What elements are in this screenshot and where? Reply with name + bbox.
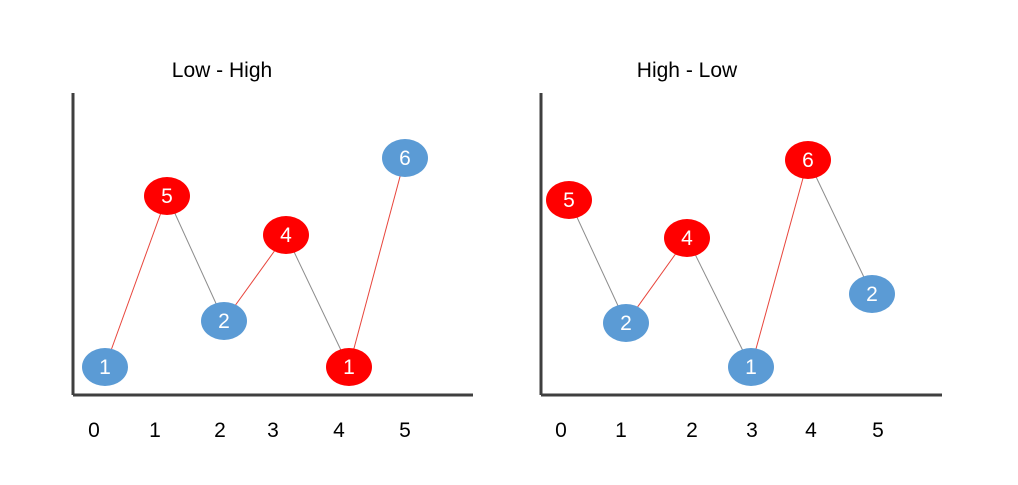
node-circle xyxy=(326,348,372,386)
node-label: 1 xyxy=(343,356,355,379)
node-circle xyxy=(849,275,895,313)
node-label: 5 xyxy=(563,189,575,212)
node-label: 6 xyxy=(802,149,814,172)
node-circle xyxy=(785,141,831,179)
node: 6 xyxy=(785,141,831,179)
x-tick-label: 3 xyxy=(267,419,279,442)
node: 4 xyxy=(664,219,710,257)
x-tick-label: 2 xyxy=(686,419,698,442)
edge xyxy=(686,237,752,368)
node: 1 xyxy=(728,348,774,386)
x-tick-label: 0 xyxy=(555,419,567,442)
node-circle xyxy=(603,304,649,342)
panel-high-low: High - Low 5 2 4 1 6 2 0 1 2 3 4 5 xyxy=(539,59,942,442)
node-label: 1 xyxy=(99,356,111,379)
x-tick-label: 1 xyxy=(615,419,627,442)
node-label: 6 xyxy=(399,147,411,170)
node: 1 xyxy=(326,348,372,386)
x-tick-label: 5 xyxy=(872,419,884,442)
node: 2 xyxy=(201,302,247,340)
edge xyxy=(166,195,225,322)
nodes: 5 2 4 1 6 2 xyxy=(546,141,895,386)
node: 4 xyxy=(263,216,309,254)
node: 5 xyxy=(546,181,592,219)
x-tick-label: 0 xyxy=(88,419,100,442)
node: 2 xyxy=(603,304,649,342)
node: 6 xyxy=(382,139,428,177)
x-tick-labels: 0 1 2 3 4 5 xyxy=(555,419,884,442)
x-tick-labels: 0 1 2 3 4 5 xyxy=(88,419,411,442)
node-label: 4 xyxy=(280,224,292,247)
node-circle xyxy=(82,348,128,386)
node: 1 xyxy=(82,348,128,386)
node-circle xyxy=(664,219,710,257)
node-label: 4 xyxy=(681,227,693,250)
x-tick-label: 4 xyxy=(805,419,817,442)
node-circle xyxy=(263,216,309,254)
edge xyxy=(750,159,809,368)
x-tick-label: 5 xyxy=(399,419,411,442)
node: 2 xyxy=(849,275,895,313)
edge xyxy=(104,195,168,368)
nodes: 1 5 2 4 1 6 xyxy=(82,139,428,386)
edge xyxy=(348,157,406,368)
edge xyxy=(285,234,350,368)
node-circle xyxy=(144,177,190,215)
node-label: 5 xyxy=(161,185,173,208)
node-label: 2 xyxy=(866,283,878,306)
node-label: 1 xyxy=(745,356,757,379)
node-circle xyxy=(201,302,247,340)
panel-title: High - Low xyxy=(637,59,738,82)
x-tick-label: 1 xyxy=(149,419,161,442)
x-tick-label: 4 xyxy=(333,419,345,442)
edge xyxy=(807,159,873,295)
x-tick-label: 2 xyxy=(214,419,226,442)
panel-title: Low - High xyxy=(172,59,272,82)
node-label: 2 xyxy=(620,312,632,335)
node-label: 2 xyxy=(218,310,230,333)
edge xyxy=(568,199,627,324)
panel-low-high: Low - High 1 5 2 4 1 6 0 1 2 3 4 5 xyxy=(71,59,473,442)
node: 5 xyxy=(144,177,190,215)
node-circle xyxy=(382,139,428,177)
node-circle xyxy=(728,348,774,386)
x-tick-label: 3 xyxy=(746,419,758,442)
node-circle xyxy=(546,181,592,219)
